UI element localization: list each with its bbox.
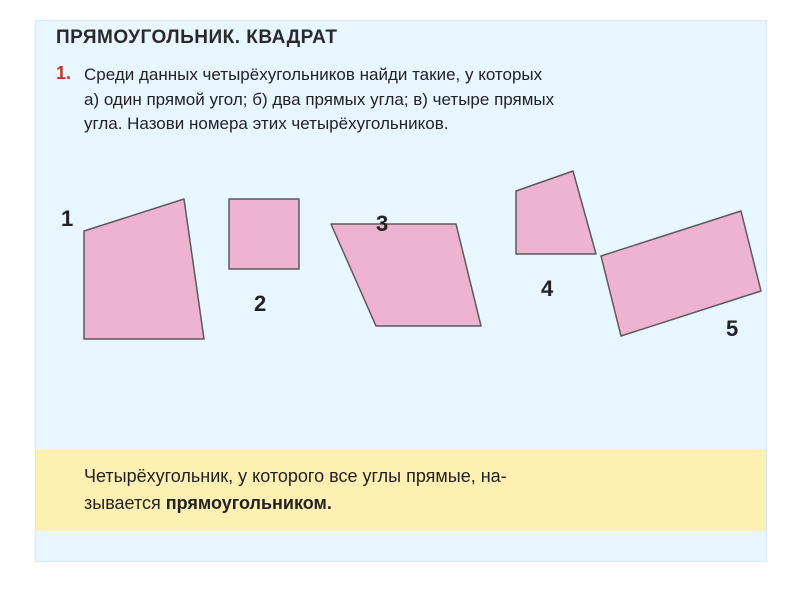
page: ПРЯМОУГОЛЬНИК. КВАДРАТ 1. Среди данных ч… [0,0,800,600]
shape-label-2: 2 [254,291,266,317]
shape-label-5: 5 [726,316,738,342]
shape-2 [221,191,321,291]
definition-line-2-plain: зывается [84,493,166,513]
task-number: 1. [56,63,71,84]
shape-label-4: 4 [541,276,553,302]
shape-1 [66,191,216,351]
task-line-1: Среди данных четырёхугольников найди так… [84,65,542,84]
content-box: ПРЯМОУГОЛЬНИК. КВАДРАТ 1. Среди данных ч… [35,20,767,562]
definition-line-1: Четырёхугольник, у которого все углы пря… [84,466,507,486]
task-line-3: угла. Назови номера этих четырёхугольник… [84,114,449,133]
shape-label-1: 1 [61,206,73,232]
definition-box: Четырёхугольник, у которого все углы пря… [36,449,766,531]
shape-3 [316,216,491,346]
quadrilateral-1 [84,199,204,339]
definition-line-2-bold: прямоугольником. [166,493,332,513]
quadrilateral-2 [229,199,299,269]
page-heading: ПРЯМОУГОЛЬНИК. КВАДРАТ [56,27,338,49]
shape-label-3: 3 [376,211,388,237]
shapes-area: 1 2 3 4 5 [36,161,766,411]
task-text: Среди данных четырёхугольников найди так… [84,63,766,137]
quadrilateral-3 [331,224,481,326]
shape-5 [576,201,776,361]
task-line-2: а) один прямой угол; б) два прямых угла;… [84,90,554,109]
